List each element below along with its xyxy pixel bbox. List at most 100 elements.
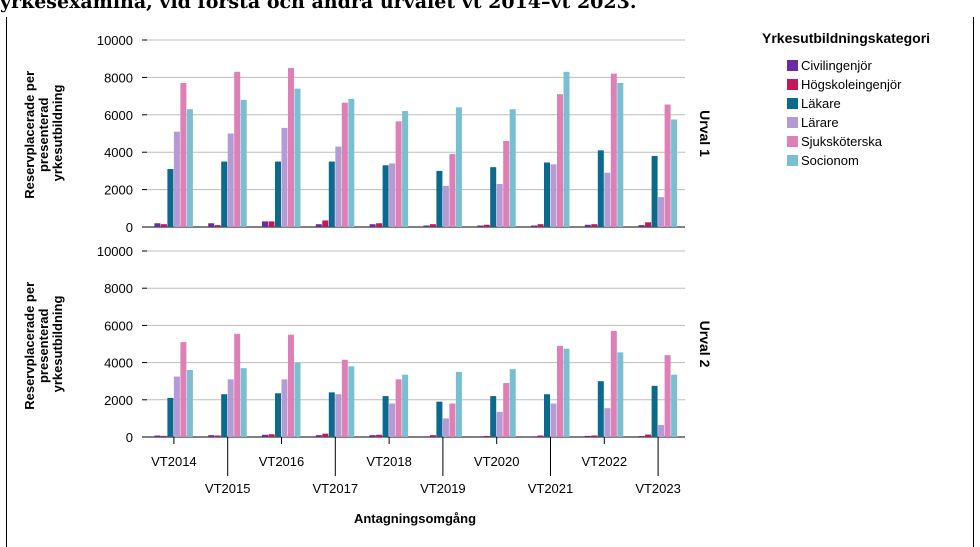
bar-urval-2-VT2023-0 — [638, 436, 645, 437]
bar-urval-2-VT2020-0 — [477, 436, 484, 437]
bar-urval-1-VT2021-2 — [544, 162, 550, 227]
legend-item: Socionom — [762, 151, 972, 170]
bar-urval-1-VT2016-0 — [262, 221, 268, 227]
bar-urval-2-VT2023-1 — [645, 434, 652, 437]
bar-urval-1-VT2023-1 — [645, 222, 652, 227]
y-axis-title-urval-2: Reservplacerade per presenterad yrkesutb… — [22, 278, 65, 410]
bar-urval-2-VT2019-3 — [442, 418, 449, 437]
bar-urval-2-VT2016-4 — [288, 334, 294, 437]
bar-urval-2-VT2018-2 — [382, 396, 389, 437]
bar-urval-1-VT2014-1 — [160, 224, 167, 227]
bar-urval-2-VT2016-0 — [262, 434, 268, 437]
bar-urval-2-VT2022-2 — [597, 381, 604, 437]
chart-canvas: Reservplacerade per presenterad yrkesutb… — [22, 33, 713, 526]
bar-urval-1-VT2016-2 — [275, 161, 281, 227]
bar-urval-2-VT2017-1 — [322, 433, 329, 437]
bar-urval-2-VT2017-0 — [315, 435, 322, 437]
bar-urval-1-VT2016-1 — [268, 221, 275, 227]
bar-urval-1-VT2014-2 — [167, 169, 174, 227]
bar-urval-1-VT2022-3 — [604, 172, 611, 227]
legend-item: Lärare — [762, 113, 972, 132]
bar-urval-1-VT2019-1 — [429, 224, 436, 227]
y-tick-label-1-0: 0 — [126, 220, 133, 235]
bar-urval-1-VT2022-4 — [610, 73, 617, 227]
legend-label: Sjuksköterska — [801, 134, 882, 149]
bar-urval-2-VT2020-4 — [503, 383, 510, 437]
bar-urval-1-VT2015-1 — [214, 225, 221, 227]
bar-urval-2-VT2019-5 — [455, 371, 462, 437]
y-tick-label-1-2000: 2000 — [104, 183, 133, 198]
bar-urval-2-VT2015-3 — [227, 379, 234, 437]
bar-urval-2-VT2018-3 — [389, 403, 396, 437]
bar-urval-2-VT2022-4 — [610, 330, 617, 437]
bar-urval-1-VT2020-2 — [490, 167, 497, 227]
bar-urval-1-VT2018-5 — [402, 111, 409, 227]
bar-urval-1-VT2017-0 — [315, 224, 322, 227]
bar-urval-2-VT2016-2 — [275, 393, 281, 437]
y-tick-label-1-6000: 6000 — [104, 108, 133, 123]
bar-urval-2-VT2022-3 — [604, 408, 611, 437]
bar-urval-1-VT2018-1 — [376, 223, 383, 227]
bar-urval-1-VT2015-5 — [240, 99, 247, 227]
y-tick-label-2-6000: 6000 — [104, 318, 133, 333]
bar-urval-2-VT2018-4 — [395, 379, 402, 437]
figure-frame — [6, 17, 974, 547]
y-axis-title-urval-1: Reservplacerade per presenterad yrkesutb… — [22, 67, 65, 199]
bar-urval-2-VT2021-0 — [531, 436, 537, 437]
bar-urval-1-VT2019-0 — [423, 225, 430, 227]
bar-urval-1-VT2017-5 — [348, 98, 355, 227]
bar-urval-2-VT2014-3 — [173, 376, 180, 437]
bar-urval-2-VT2016-5 — [294, 362, 301, 437]
y-tick-label-1-10000: 10000 — [97, 33, 133, 48]
x-tick-label-VT2023: VT2023 — [635, 481, 681, 496]
bar-urval-2-VT2021-5 — [563, 348, 570, 437]
legend-label: Socionom — [801, 153, 859, 168]
y-tick-label-2-0: 0 — [126, 430, 133, 445]
bar-urval-1-VT2015-0 — [208, 223, 215, 227]
bar-urval-1-VT2021-1 — [537, 224, 544, 227]
x-tick-label-VT2020: VT2020 — [474, 454, 520, 469]
bar-urval-1-VT2020-3 — [496, 183, 503, 227]
legend-swatch — [787, 136, 798, 147]
bar-urval-2-VT2019-2 — [436, 401, 443, 437]
bar-urval-1-VT2022-1 — [591, 224, 598, 227]
legend: Yrkesutbildningskategori Civilingenjör Hö… — [762, 30, 972, 170]
bar-urval-2-VT2020-2 — [490, 396, 497, 437]
bar-urval-2-VT2014-1 — [160, 435, 167, 437]
bar-urval-1-VT2017-2 — [328, 161, 335, 227]
y-tick-label-1-4000: 4000 — [104, 145, 133, 160]
legend-item: Högskoleingenjör — [762, 75, 972, 94]
bar-urval-1-VT2021-3 — [550, 164, 557, 227]
bar-urval-1-VT2018-0 — [369, 224, 376, 227]
bar-urval-1-VT2017-3 — [335, 146, 342, 227]
y-tick-label-1-8000: 8000 — [104, 70, 133, 85]
bar-urval-2-VT2018-0 — [369, 435, 376, 437]
legend-swatch — [787, 79, 798, 90]
bar-urval-2-VT2023-2 — [651, 385, 658, 437]
y-tick-label-2-10000: 10000 — [97, 244, 133, 259]
legend-label: Högskoleingenjör — [801, 77, 902, 92]
legend-items: Civilingenjör Högskoleingenjör Läkare Lärar… — [762, 56, 972, 170]
bar-urval-1-VT2019-5 — [455, 107, 462, 227]
bar-urval-1-VT2015-2 — [221, 161, 228, 227]
bar-urval-1-VT2020-1 — [483, 224, 490, 227]
bar-urval-1-VT2015-4 — [234, 71, 241, 227]
bar-urval-1-VT2020-0 — [477, 225, 484, 227]
bar-urval-2-VT2015-0 — [208, 435, 215, 437]
x-tick-label-VT2019: VT2019 — [420, 481, 466, 496]
bar-urval-1-VT2014-5 — [186, 109, 193, 227]
bar-urval-2-VT2014-5 — [186, 370, 193, 437]
bar-urval-1-VT2022-5 — [617, 83, 624, 227]
bar-urval-2-VT2023-4 — [664, 355, 671, 437]
bar-urval-1-VT2023-0 — [638, 225, 645, 227]
bar-urval-2-VT2014-4 — [180, 342, 187, 437]
bar-urval-1-VT2014-4 — [180, 83, 187, 227]
bar-urval-2-VT2023-5 — [671, 374, 678, 437]
legend-swatch — [787, 98, 798, 109]
x-tick-label-VT2014: VT2014 — [151, 454, 197, 469]
x-tick-label-VT2018: VT2018 — [366, 454, 412, 469]
x-tick-label-VT2021: VT2021 — [528, 481, 574, 496]
bar-urval-1-VT2017-4 — [341, 102, 348, 227]
bar-urval-1-VT2019-4 — [449, 154, 456, 227]
figure-caption: yrkesexamina, vid första och andra urval… — [0, 0, 637, 13]
